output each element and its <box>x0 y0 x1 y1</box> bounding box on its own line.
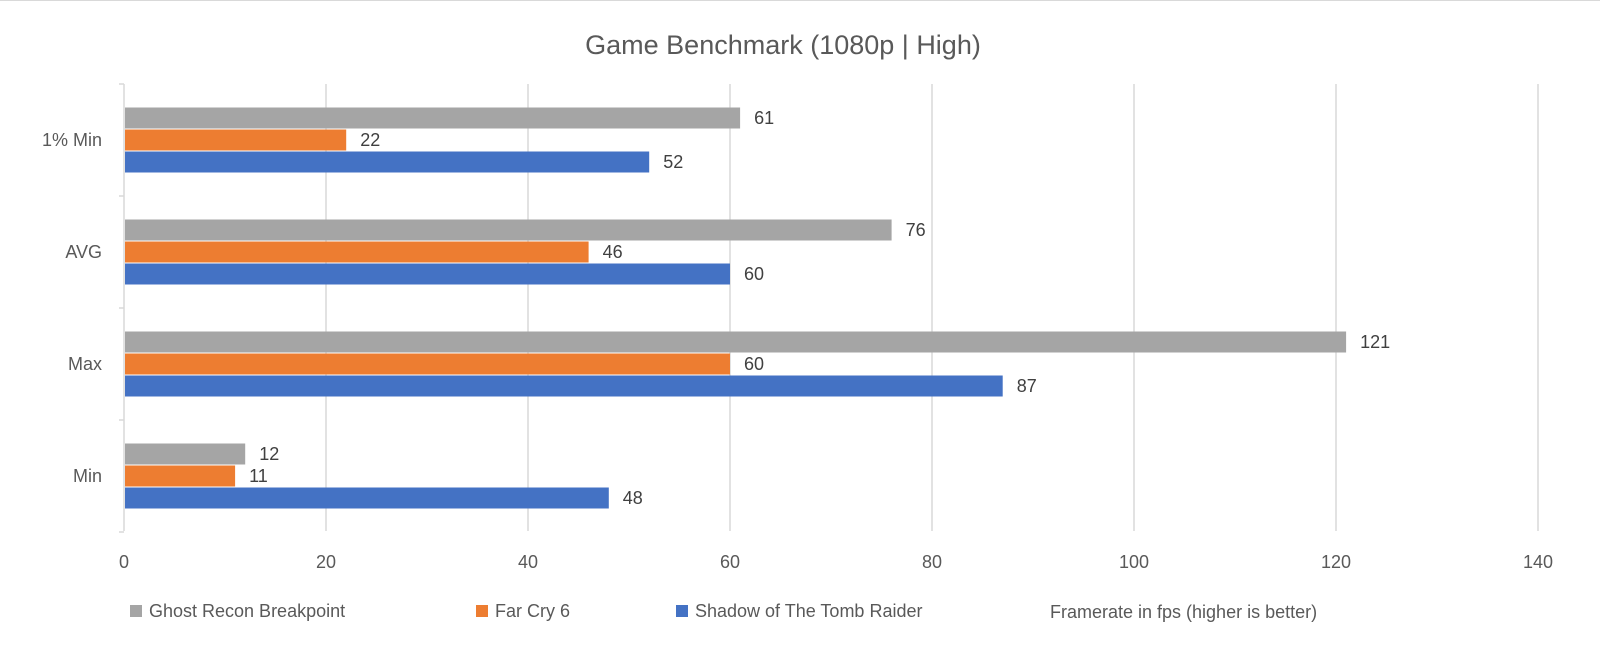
bar-far-cry-6-min <box>125 465 236 487</box>
bar-ghost-recon-breakpoint-1-min <box>125 107 741 129</box>
bar-shadow-of-the-tomb-raider-max <box>125 375 1003 397</box>
x-axis-label: Framerate in fps (higher is better) <box>1050 602 1317 622</box>
bars <box>125 107 1347 509</box>
bar-shadow-of-the-tomb-raider-min <box>125 487 609 509</box>
x-tick-label: 140 <box>1523 552 1553 572</box>
data-label-shadow-of-the-tomb-raider-avg: 60 <box>744 264 764 284</box>
bar-shadow-of-the-tomb-raider-avg <box>125 263 730 285</box>
legend-label-far-cry-6: Far Cry 6 <box>495 601 570 621</box>
y-tick-label-min: Min <box>73 466 102 486</box>
legend-swatch-ghost-recon-breakpoint <box>130 605 142 617</box>
legend: Ghost Recon Breakpoint Far Cry 6 Shadow of… <box>130 601 922 621</box>
legend-swatch-far-cry-6 <box>476 605 488 617</box>
data-label-ghost-recon-breakpoint-min: 12 <box>259 444 279 464</box>
bar-far-cry-6-1-min <box>125 129 347 151</box>
data-label-ghost-recon-breakpoint-avg: 76 <box>906 220 926 240</box>
x-tick-label: 40 <box>518 552 538 572</box>
bar-shadow-of-the-tomb-raider-1-min <box>125 151 650 173</box>
y-tick-label-1-min: 1% Min <box>42 130 102 150</box>
x-tick-label: 0 <box>119 552 129 572</box>
y-tick-label-max: Max <box>68 354 102 374</box>
x-tick-label: 120 <box>1321 552 1351 572</box>
bar-far-cry-6-avg <box>125 241 589 263</box>
axes: 0 20 40 60 80 100 120 140 1% Min AVG Max Min <box>42 83 1553 572</box>
data-label-far-cry-6-1-min: 22 <box>360 130 380 150</box>
y-tick-label-avg: AVG <box>65 242 102 262</box>
chart-title: Game Benchmark (1080p | High) <box>585 30 981 60</box>
data-label-ghost-recon-breakpoint-max: 121 <box>1360 332 1390 352</box>
data-labels: 61 76 121 12 22 46 60 11 52 60 87 48 <box>249 108 1390 508</box>
gridlines <box>325 84 1539 531</box>
bar-ghost-recon-breakpoint-min <box>125 443 246 465</box>
legend-label-ghost-recon-breakpoint: Ghost Recon Breakpoint <box>149 601 345 621</box>
bar-ghost-recon-breakpoint-avg <box>125 219 892 241</box>
bar-ghost-recon-breakpoint-max <box>125 331 1347 353</box>
x-tick-label: 80 <box>922 552 942 572</box>
x-tick-label: 100 <box>1119 552 1149 572</box>
data-label-far-cry-6-max: 60 <box>744 354 764 374</box>
data-label-ghost-recon-breakpoint-1-min: 61 <box>754 108 774 128</box>
data-label-far-cry-6-avg: 46 <box>603 242 623 262</box>
legend-label-shadow-of-the-tomb-raider: Shadow of The Tomb Raider <box>695 601 922 621</box>
legend-swatch-shadow-of-the-tomb-raider <box>676 605 688 617</box>
x-tick-label: 60 <box>720 552 740 572</box>
bar-far-cry-6-max <box>125 353 730 375</box>
data-label-shadow-of-the-tomb-raider-max: 87 <box>1017 376 1037 396</box>
data-label-shadow-of-the-tomb-raider-min: 48 <box>623 488 643 508</box>
x-tick-label: 20 <box>316 552 336 572</box>
data-label-far-cry-6-min: 11 <box>249 466 268 486</box>
data-label-shadow-of-the-tomb-raider-1-min: 52 <box>663 152 683 172</box>
